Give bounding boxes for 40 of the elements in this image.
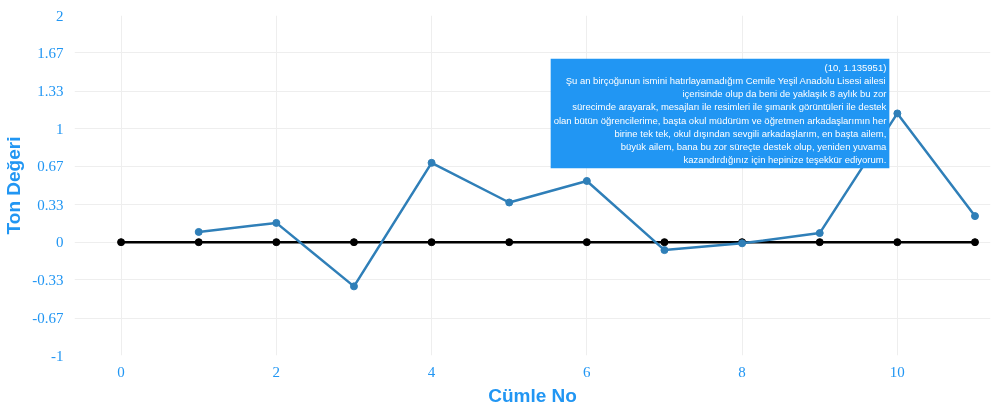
- y-tick-label: 0: [56, 234, 64, 251]
- point: [893, 109, 902, 118]
- point: [660, 246, 669, 255]
- point: [970, 238, 979, 247]
- x-axis-title: Cümle No: [488, 384, 577, 406]
- y-tick-label: 0.67: [37, 158, 64, 175]
- x-tick-label: 8: [738, 363, 746, 380]
- point: [272, 218, 281, 227]
- y-tick-label: 1.67: [37, 44, 64, 61]
- point: [194, 227, 203, 236]
- point: [582, 238, 591, 247]
- y-tick-label: -1: [51, 347, 64, 364]
- y-axis-title: Ton Değeri: [3, 136, 25, 235]
- y-tick-label: 1: [56, 120, 64, 137]
- point: [893, 238, 902, 247]
- y-tick-label: 1.33: [37, 83, 64, 100]
- x-tick-label: 2: [272, 363, 281, 380]
- point: [815, 229, 824, 238]
- point: [505, 238, 514, 247]
- x-tick-label: 6: [583, 363, 592, 380]
- point: [272, 238, 281, 247]
- x-tick-label: 0: [117, 363, 125, 380]
- y-tick-label: 2: [56, 7, 64, 24]
- y-tick-label: 0.33: [37, 196, 64, 213]
- point: [427, 158, 436, 167]
- point: [349, 238, 358, 247]
- point: [815, 238, 824, 247]
- y-tick-label: -0.33: [32, 271, 64, 288]
- point: [427, 238, 436, 247]
- y-tick-label: -0.67: [32, 310, 64, 327]
- point: [194, 238, 203, 247]
- point: [660, 238, 669, 247]
- point: [117, 238, 126, 247]
- point: [505, 198, 514, 207]
- x-tick-label: 4: [427, 363, 436, 380]
- point: [349, 282, 358, 291]
- point: [970, 212, 979, 221]
- annotation: (10, 1.135951) Şu an birçoğunun ismini hatırlayamadığım Cemile Yeşil Anadolu Lisesi ailesi içerisinde olup da beni de yaklaşık 8 aylık bu zor sürecimde arayarak, mesajları ile resimleri ile şımarık görüntüleri ile destek olan bütün öğrencilerime, başta okul müdürüm ve öğretmen arkadaşlarımın her birine tek tek, okul dışından sevgili arkadaşlarım, en başta ailem, büyük ailem, bana bu zor süreçte destek olup, yeniden yuvama kazandırdığınız için hepinize teşekkür ediyorum.: [553, 61, 888, 166]
- point: [582, 176, 591, 185]
- x-tick-label: 10: [889, 363, 905, 380]
